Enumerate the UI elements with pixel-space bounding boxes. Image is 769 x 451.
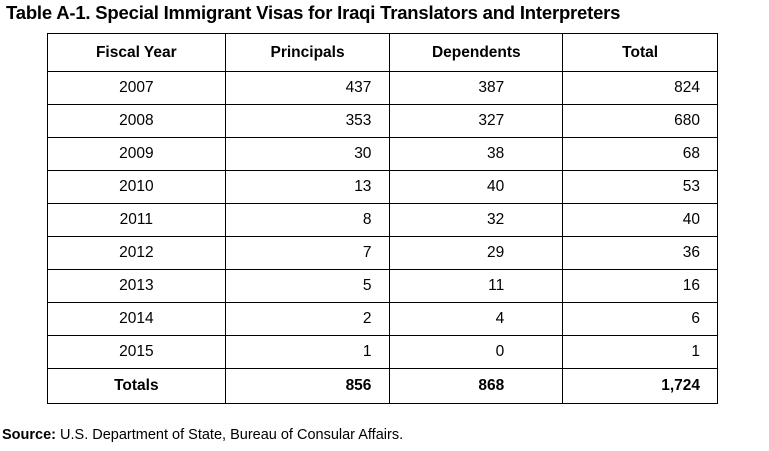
cell-principals: 7 — [224, 236, 391, 270]
cell-fiscal-year: 2011 — [47, 203, 226, 237]
cell-fiscal-year: 2013 — [47, 269, 226, 303]
totals-dependents: 868 — [389, 368, 564, 404]
totals-row: Totals 856 868 1,724 — [47, 368, 718, 404]
cell-fiscal-year: 2008 — [47, 104, 226, 138]
cell-dependents: 40 — [389, 170, 564, 204]
cell-dependents: 29 — [389, 236, 564, 270]
table-row: 2014 2 4 6 — [47, 302, 718, 336]
table-row: 2008 353 327 680 — [47, 104, 718, 138]
cell-principals: 8 — [224, 203, 391, 237]
cell-total: 824 — [562, 71, 718, 105]
source-text: U.S. Department of State, Bureau of Cons… — [60, 427, 404, 443]
totals-total: 1,724 — [562, 368, 718, 404]
cell-fiscal-year: 2007 — [47, 71, 226, 105]
source-note: Source: U.S. Department of State, Bureau… — [2, 427, 403, 443]
cell-principals: 353 — [224, 104, 391, 138]
table-row: 2011 8 32 40 — [47, 203, 718, 237]
table-row: 2012 7 29 36 — [47, 236, 718, 270]
cell-dependents: 327 — [389, 104, 564, 138]
visa-table: Fiscal Year Principals Dependents Total … — [47, 33, 718, 404]
cell-principals: 437 — [224, 71, 391, 105]
cell-principals: 5 — [224, 269, 391, 303]
cell-dependents: 32 — [389, 203, 564, 237]
totals-principals: 856 — [224, 368, 391, 404]
header-total: Total — [562, 33, 718, 72]
cell-fiscal-year: 2009 — [47, 137, 226, 171]
table-row: 2010 13 40 53 — [47, 170, 718, 204]
table-row: 2015 1 0 1 — [47, 335, 718, 369]
cell-total: 1 — [562, 335, 718, 369]
cell-total: 68 — [562, 137, 718, 171]
cell-fiscal-year: 2012 — [47, 236, 226, 270]
header-dependents: Dependents — [389, 33, 564, 72]
cell-fiscal-year: 2014 — [47, 302, 226, 336]
table-row: 2013 5 11 16 — [47, 269, 718, 303]
cell-total: 6 — [562, 302, 718, 336]
cell-principals: 2 — [224, 302, 391, 336]
cell-dependents: 11 — [389, 269, 564, 303]
cell-total: 36 — [562, 236, 718, 270]
table-title: Table A-1. Special Immigrant Visas for I… — [6, 2, 621, 23]
source-label: Source: — [2, 427, 56, 443]
cell-dependents: 387 — [389, 71, 564, 105]
cell-total: 53 — [562, 170, 718, 204]
cell-principals: 13 — [224, 170, 391, 204]
cell-total: 680 — [562, 104, 718, 138]
totals-label: Totals — [47, 368, 226, 404]
cell-fiscal-year: 2015 — [47, 335, 226, 369]
cell-principals: 30 — [224, 137, 391, 171]
table-row: 2007 437 387 824 — [47, 71, 718, 105]
header-row: Fiscal Year Principals Dependents Total — [47, 33, 718, 72]
table-row: 2009 30 38 68 — [47, 137, 718, 171]
cell-fiscal-year: 2010 — [47, 170, 226, 204]
cell-dependents: 4 — [389, 302, 564, 336]
cell-principals: 1 — [224, 335, 391, 369]
header-principals: Principals — [224, 33, 391, 72]
cell-total: 16 — [562, 269, 718, 303]
cell-dependents: 38 — [389, 137, 564, 171]
cell-total: 40 — [562, 203, 718, 237]
header-fiscal-year: Fiscal Year — [47, 33, 226, 72]
cell-dependents: 0 — [389, 335, 564, 369]
